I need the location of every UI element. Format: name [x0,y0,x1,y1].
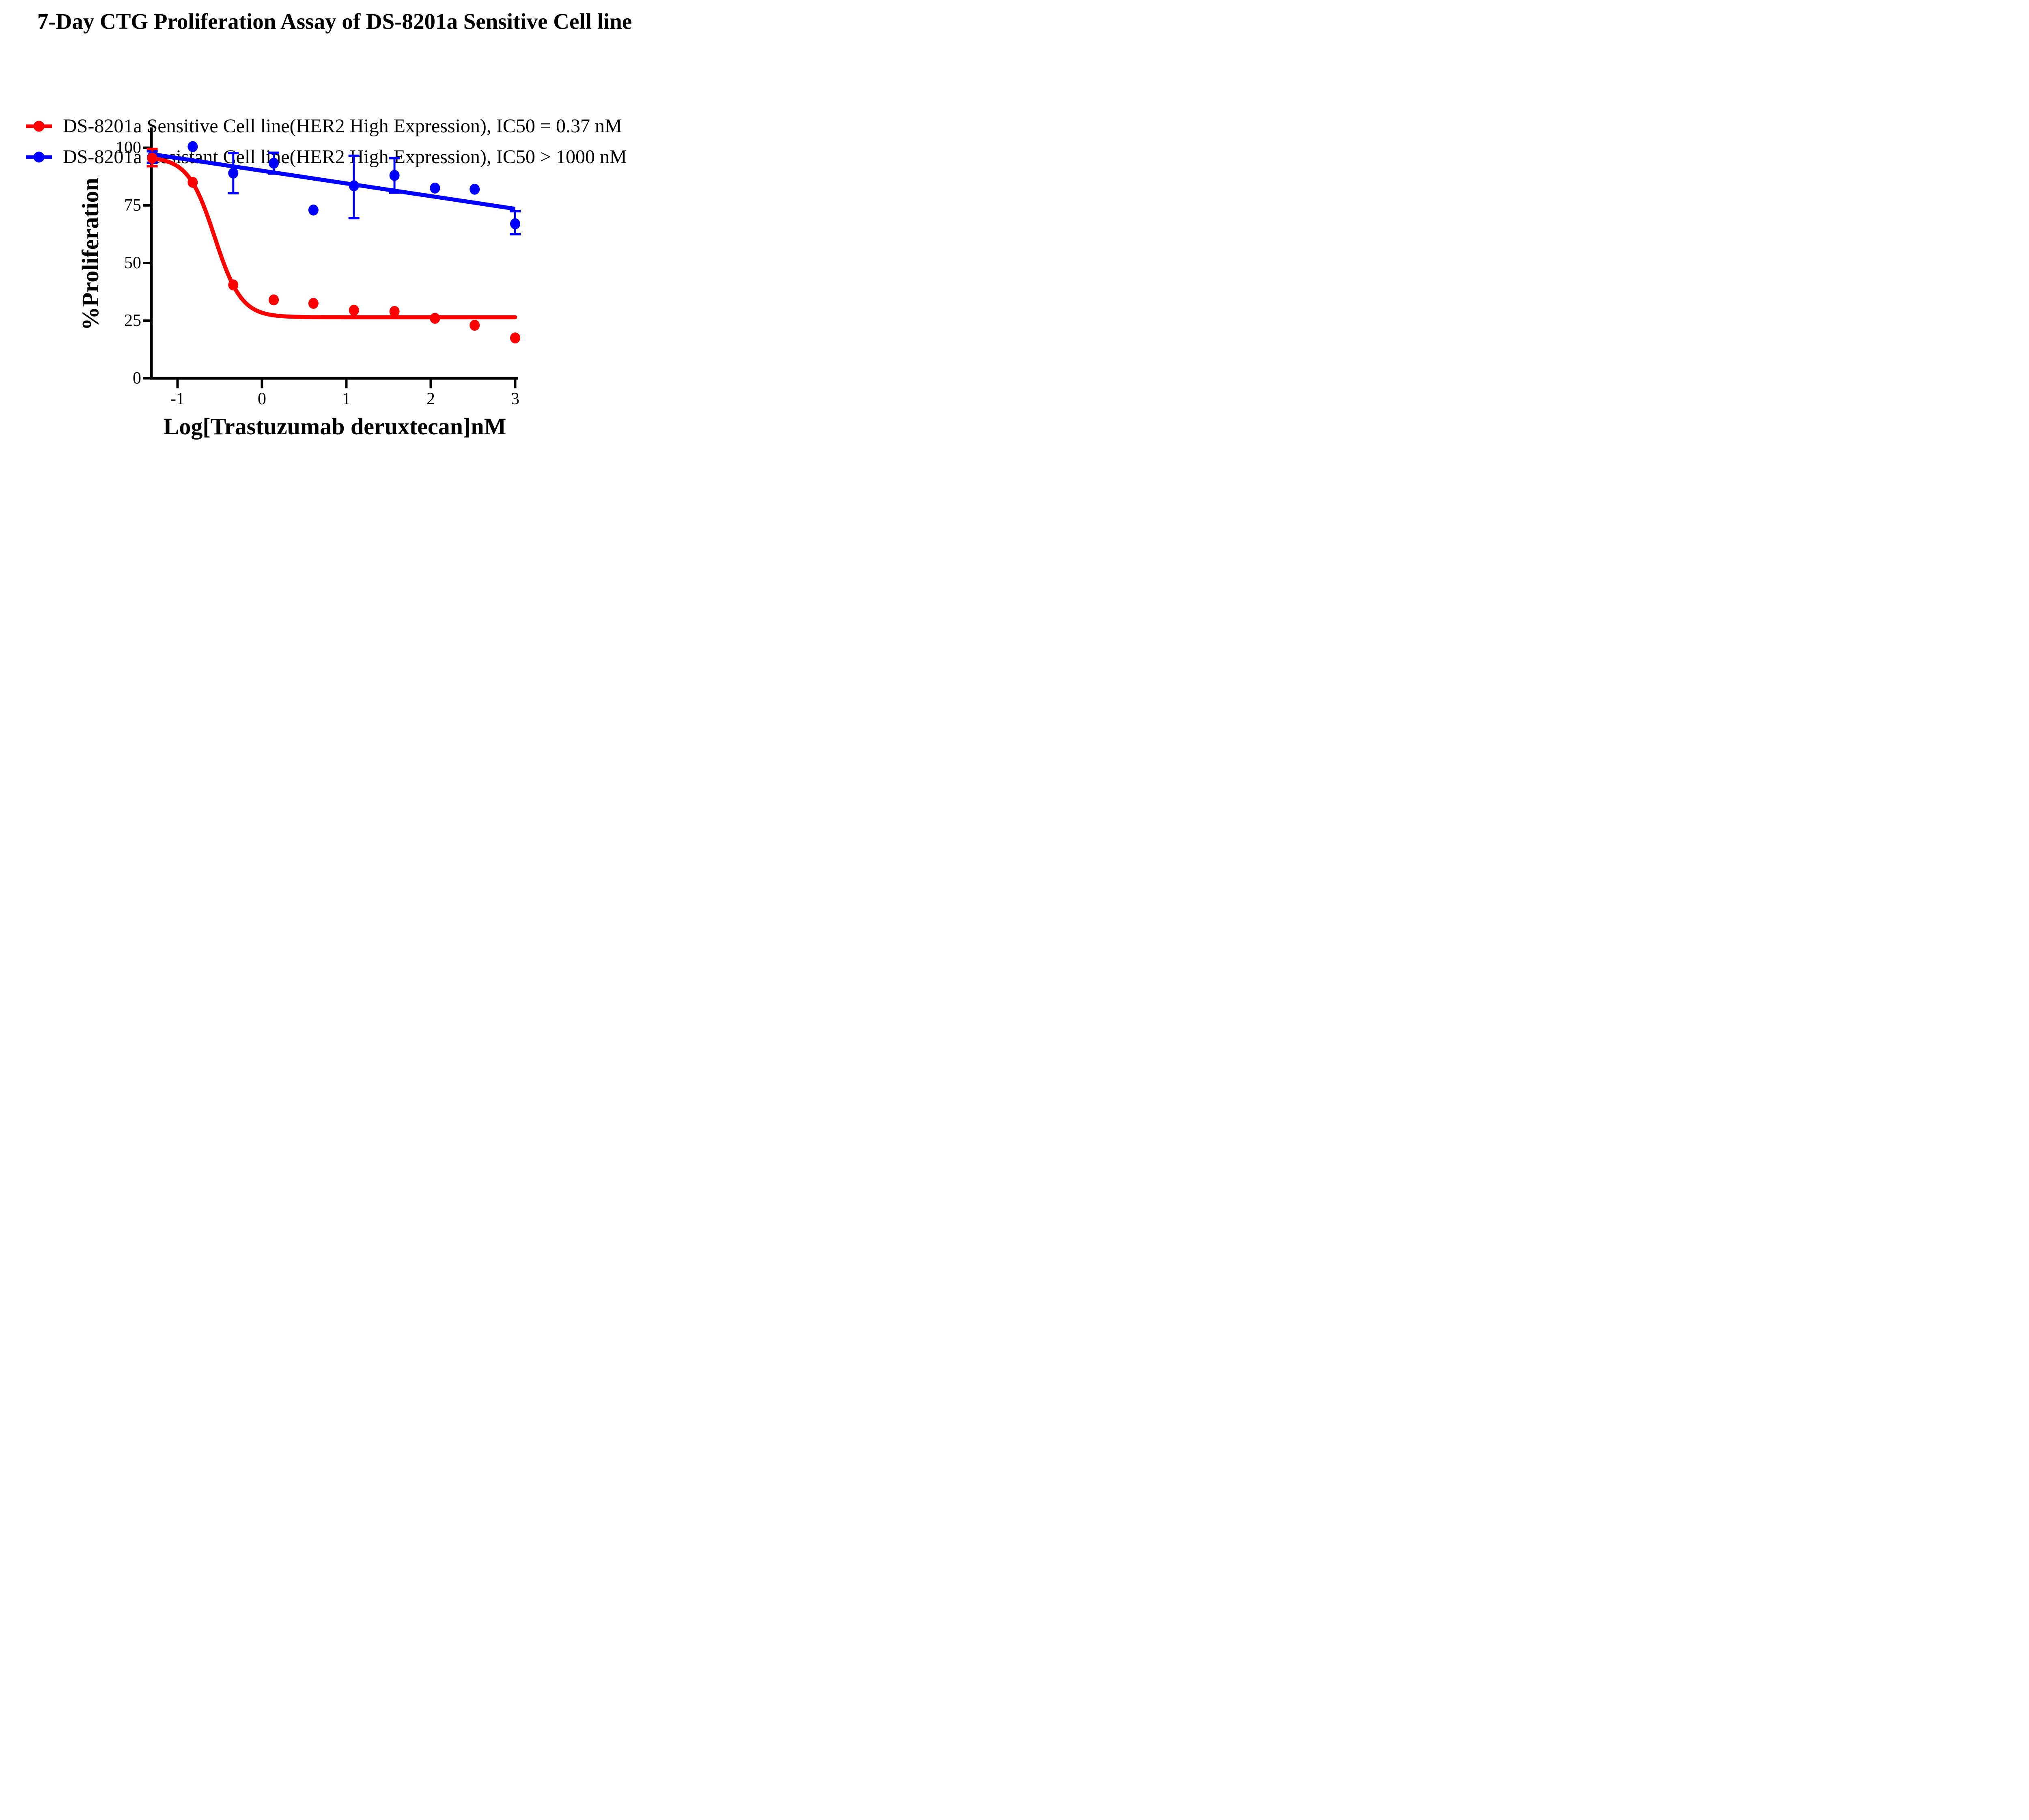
resistant-data-point [470,183,480,195]
sensitive-data-point [147,153,157,164]
y-tick-label-100: 100 [116,138,141,157]
sensitive-data-point [389,306,400,317]
fit-curve-sensitive [150,156,517,319]
y-tick-label-75: 75 [124,196,141,215]
sensitive-data-point [510,332,520,344]
x-tick-label--1: -1 [170,390,185,408]
legend-dot [33,151,45,163]
resistant-data-point [187,141,198,152]
plot-area [143,127,521,388]
x-tick-label-3: 3 [511,390,519,408]
resistant-data-point [389,170,400,181]
sensitive-data-point [187,177,198,188]
legend-marker-sensitive-icon [26,121,52,132]
chart-title: 7-Day CTG Proliferation Assay of DS-8201… [37,9,632,34]
x-tick-label-0: 0 [258,390,266,408]
resistant-data-point [269,157,279,169]
y-axis-title: %Proliferation [77,178,103,330]
sensitive-data-point [430,313,440,324]
sensitive-data-point [269,294,279,306]
sensitive-data-point [228,279,239,291]
resistant-data-point [228,168,239,179]
x-tick-label-2: 2 [426,390,435,408]
y-tick-label-0: 0 [133,369,141,388]
sensitive-data-point [470,319,480,331]
resistant-data-point [430,182,440,194]
sensitive-data-point [349,304,359,316]
x-axis-title: Log[Trastuzumab deruxtecan]nM [163,413,506,440]
y-tick-label-50: 50 [124,254,141,272]
resistant-data-point [308,204,319,216]
resistant-data-point [510,218,520,229]
legend-marker-resistant-icon [26,151,52,163]
chart-canvas: 7-Day CTG Proliferation Assay of DS-8201… [0,0,669,455]
fit-line-resistant [152,152,516,211]
sensitive-data-point [308,298,319,309]
resistant-data-point [349,180,359,192]
legend-dot [33,121,45,132]
x-tick-label-1: 1 [342,390,351,408]
y-tick-label-25: 25 [124,311,141,330]
legend-label-sensitive: DS-8201a Sensitive Cell line(HER2 High E… [63,115,622,137]
